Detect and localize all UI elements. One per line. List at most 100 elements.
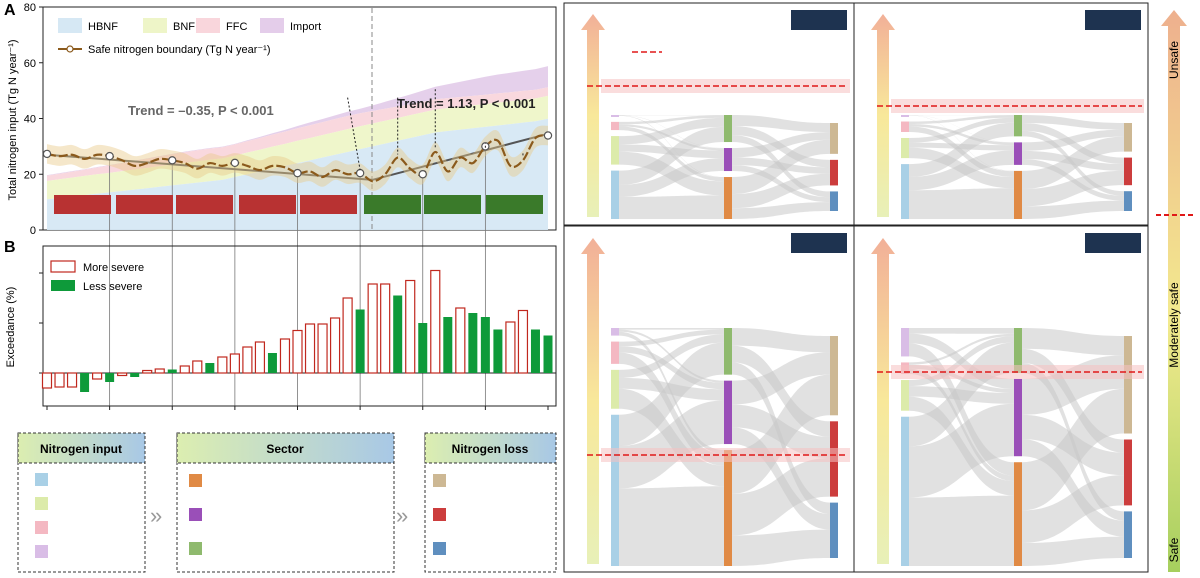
exceedance-bar <box>530 329 540 373</box>
loss-node <box>1124 511 1132 558</box>
exceedance-bar <box>167 369 177 373</box>
flow-input-sector <box>909 115 1014 124</box>
loss-node <box>1124 439 1132 506</box>
sankey-flows <box>619 328 830 566</box>
exceedance-bar <box>205 363 215 373</box>
flow-input-sector <box>619 115 724 178</box>
loss-node <box>1124 157 1132 186</box>
flow-input-sector <box>619 486 724 566</box>
input-node <box>611 136 619 165</box>
exceedance-bar <box>105 373 115 382</box>
exceedance-bar <box>342 297 353 374</box>
input-node <box>611 115 619 117</box>
y-tick-label-a: 60 <box>24 58 36 70</box>
exceedance-bar <box>229 353 240 374</box>
panel-b-frame <box>42 245 557 407</box>
flow-input-sector <box>909 188 1014 219</box>
exceedance-bar <box>367 283 378 374</box>
status-unsafe: Unsafe <box>1167 41 1181 79</box>
sankey-panel-e <box>563 225 855 573</box>
exceedance-bar <box>505 321 516 374</box>
legend-swatch-more-severe <box>50 260 76 273</box>
panel-a: A Total nitrogen input (Tg N year⁻¹) 0 20… <box>4 2 557 406</box>
loss-node <box>1124 123 1132 152</box>
key-swatch-input <box>35 497 48 510</box>
flow-input-sector <box>909 333 1014 365</box>
loss-node <box>830 336 838 416</box>
flow-input-sector <box>619 158 724 197</box>
legend-boundary: Safe nitrogen boundary (Tg N year⁻¹) <box>88 44 271 56</box>
flow-input-sector <box>909 403 1014 498</box>
flow-sector-loss <box>732 139 830 195</box>
rate-box <box>176 195 233 214</box>
exceedance-bar <box>329 317 341 374</box>
flow-input-sector <box>619 329 724 347</box>
exceedance-bar <box>317 323 328 374</box>
key-swatch-input <box>35 473 48 486</box>
panel-a-rate-boxes <box>54 195 543 214</box>
y-tick-label-a: 80 <box>24 2 36 14</box>
loss-node <box>1124 336 1132 434</box>
input-node <box>611 341 619 364</box>
panel-a-legend: HBNF BNF FFC Import Safe nitrogen bounda… <box>58 18 321 56</box>
rate-box <box>300 195 357 214</box>
flow-sector-loss <box>1022 170 1124 207</box>
flow-sector-loss <box>1022 115 1124 130</box>
flow-sector-loss <box>732 457 830 536</box>
exceedance-bar <box>468 313 478 373</box>
exceedance-bar <box>154 368 165 374</box>
key-input-title: Nitrogen input <box>40 442 122 456</box>
flow-sector-loss <box>732 374 830 494</box>
exceedance-bar <box>80 373 90 392</box>
rate-box <box>54 195 111 214</box>
flow-sector-loss <box>732 165 830 203</box>
flow-input-sector <box>909 495 1014 566</box>
sector-node <box>1014 378 1022 457</box>
year-badge <box>1085 10 1141 30</box>
exceedance-bar <box>292 329 303 374</box>
key-sector-box: Sector <box>176 432 395 573</box>
flow-sector-loss <box>732 115 830 133</box>
area-import <box>47 66 548 176</box>
rate-box <box>116 195 173 214</box>
trend-right-label: Trend = 1.13, P < 0.001 <box>397 96 536 111</box>
key-items <box>35 473 446 558</box>
input-node <box>611 170 619 219</box>
panel-b-legend: More severe Less severe <box>50 260 144 293</box>
exceedance-bar <box>279 338 291 374</box>
exceedance-bar <box>493 329 503 373</box>
flow-input-sector <box>909 368 1014 482</box>
exceedance-bar <box>91 372 103 380</box>
exceedance-bar <box>393 295 403 373</box>
key-input-header <box>17 432 146 464</box>
flow-input-sector <box>619 126 724 185</box>
y-tick-label-a: 0 <box>30 225 36 237</box>
sector-node <box>1014 170 1022 219</box>
exceedance-bar <box>254 341 266 374</box>
flow-input-sector <box>619 400 724 489</box>
flow-input-sector <box>909 115 1014 172</box>
legend-more-severe: More severe <box>83 262 144 274</box>
boundary-arrow <box>581 14 605 217</box>
legend-swatch-hbnf <box>58 18 82 33</box>
panel-b-letter: B <box>4 239 16 256</box>
flow-sector-loss <box>1022 388 1124 511</box>
input-node <box>901 416 909 566</box>
flow-input-sector <box>909 328 1014 334</box>
year-badge <box>791 233 847 253</box>
panel-b-ylabel: Exceedance (%) <box>5 287 17 368</box>
flow-input-sector <box>619 334 724 378</box>
exceedance-bar <box>192 360 203 374</box>
annotation-leader <box>347 97 361 171</box>
status-safe: Safe <box>1167 537 1181 562</box>
flow-sector-loss <box>732 202 830 219</box>
exceedance-bar <box>355 309 365 373</box>
flow-sector-loss <box>1022 475 1124 543</box>
exceedance-bar <box>304 323 316 374</box>
legend-bnf: BNF <box>173 21 195 33</box>
flow-sector-loss <box>1022 159 1124 201</box>
exceedance-bar <box>430 269 441 374</box>
input-node <box>611 328 619 336</box>
panel-a-axis: 0 20 40 60 80 <box>24 2 43 237</box>
